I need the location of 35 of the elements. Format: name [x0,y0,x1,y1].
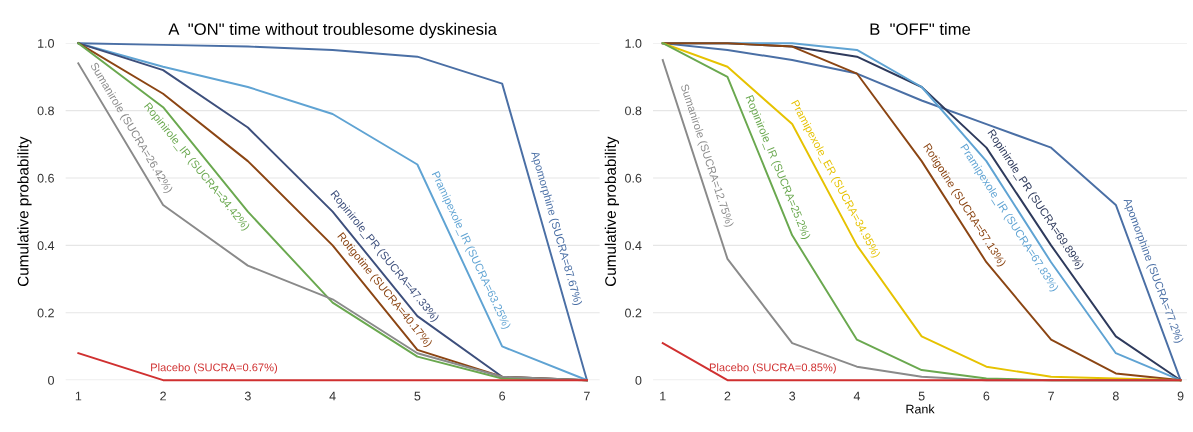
series-label: Placebo (SUCRA=0.85%) [709,363,836,374]
y-axis-title: Cumulative probability [17,136,32,287]
x-tick-label: 2 [160,391,166,401]
y-tick-label: 1.0 [625,39,642,48]
y-tick-label: 0.2 [625,308,642,318]
x-tick-label: 2 [724,391,731,401]
y-tick-label: 0 [48,375,55,385]
chart-title: A "ON" time without troublesome dyskinesia [168,22,497,39]
chart-title: B "OFF" time [870,22,971,36]
x-tick-label: 9 [1177,391,1184,401]
y-tick-label: 0.8 [625,106,642,116]
x-tick-label: 6 [983,391,990,401]
x-tick-label: 1 [75,391,82,401]
series-label: Placebo (SUCRA=0.67%) [151,363,278,374]
x-tick-label: 7 [1048,391,1054,401]
y-tick-label: 0.2 [37,308,54,318]
x-tick-label: 3 [789,391,796,401]
y-tick-label: 0.4 [37,241,55,251]
x-tick-label: 4 [329,391,336,401]
y-tick-label: 0.6 [37,173,54,183]
x-tick-label: 8 [1112,391,1119,401]
y-tick-label: 0.4 [625,241,642,251]
x-tick-label: 4 [853,391,861,401]
x-axis-title: Rank [906,404,935,414]
y-tick-label: 0.6 [625,173,642,183]
x-tick-label: 6 [499,391,506,401]
x-tick-label: 5 [414,391,421,401]
x-tick-label: 1 [660,391,666,401]
x-tick-label: 3 [244,391,251,401]
x-tick-label: 5 [918,391,925,401]
y-tick-label: 1.0 [38,39,55,48]
y-tick-label: 0.8 [37,106,54,116]
y-tick-label: 0 [635,375,642,385]
y-axis-title: Cumulative probability [604,136,619,287]
x-tick-label: 7 [584,391,590,401]
